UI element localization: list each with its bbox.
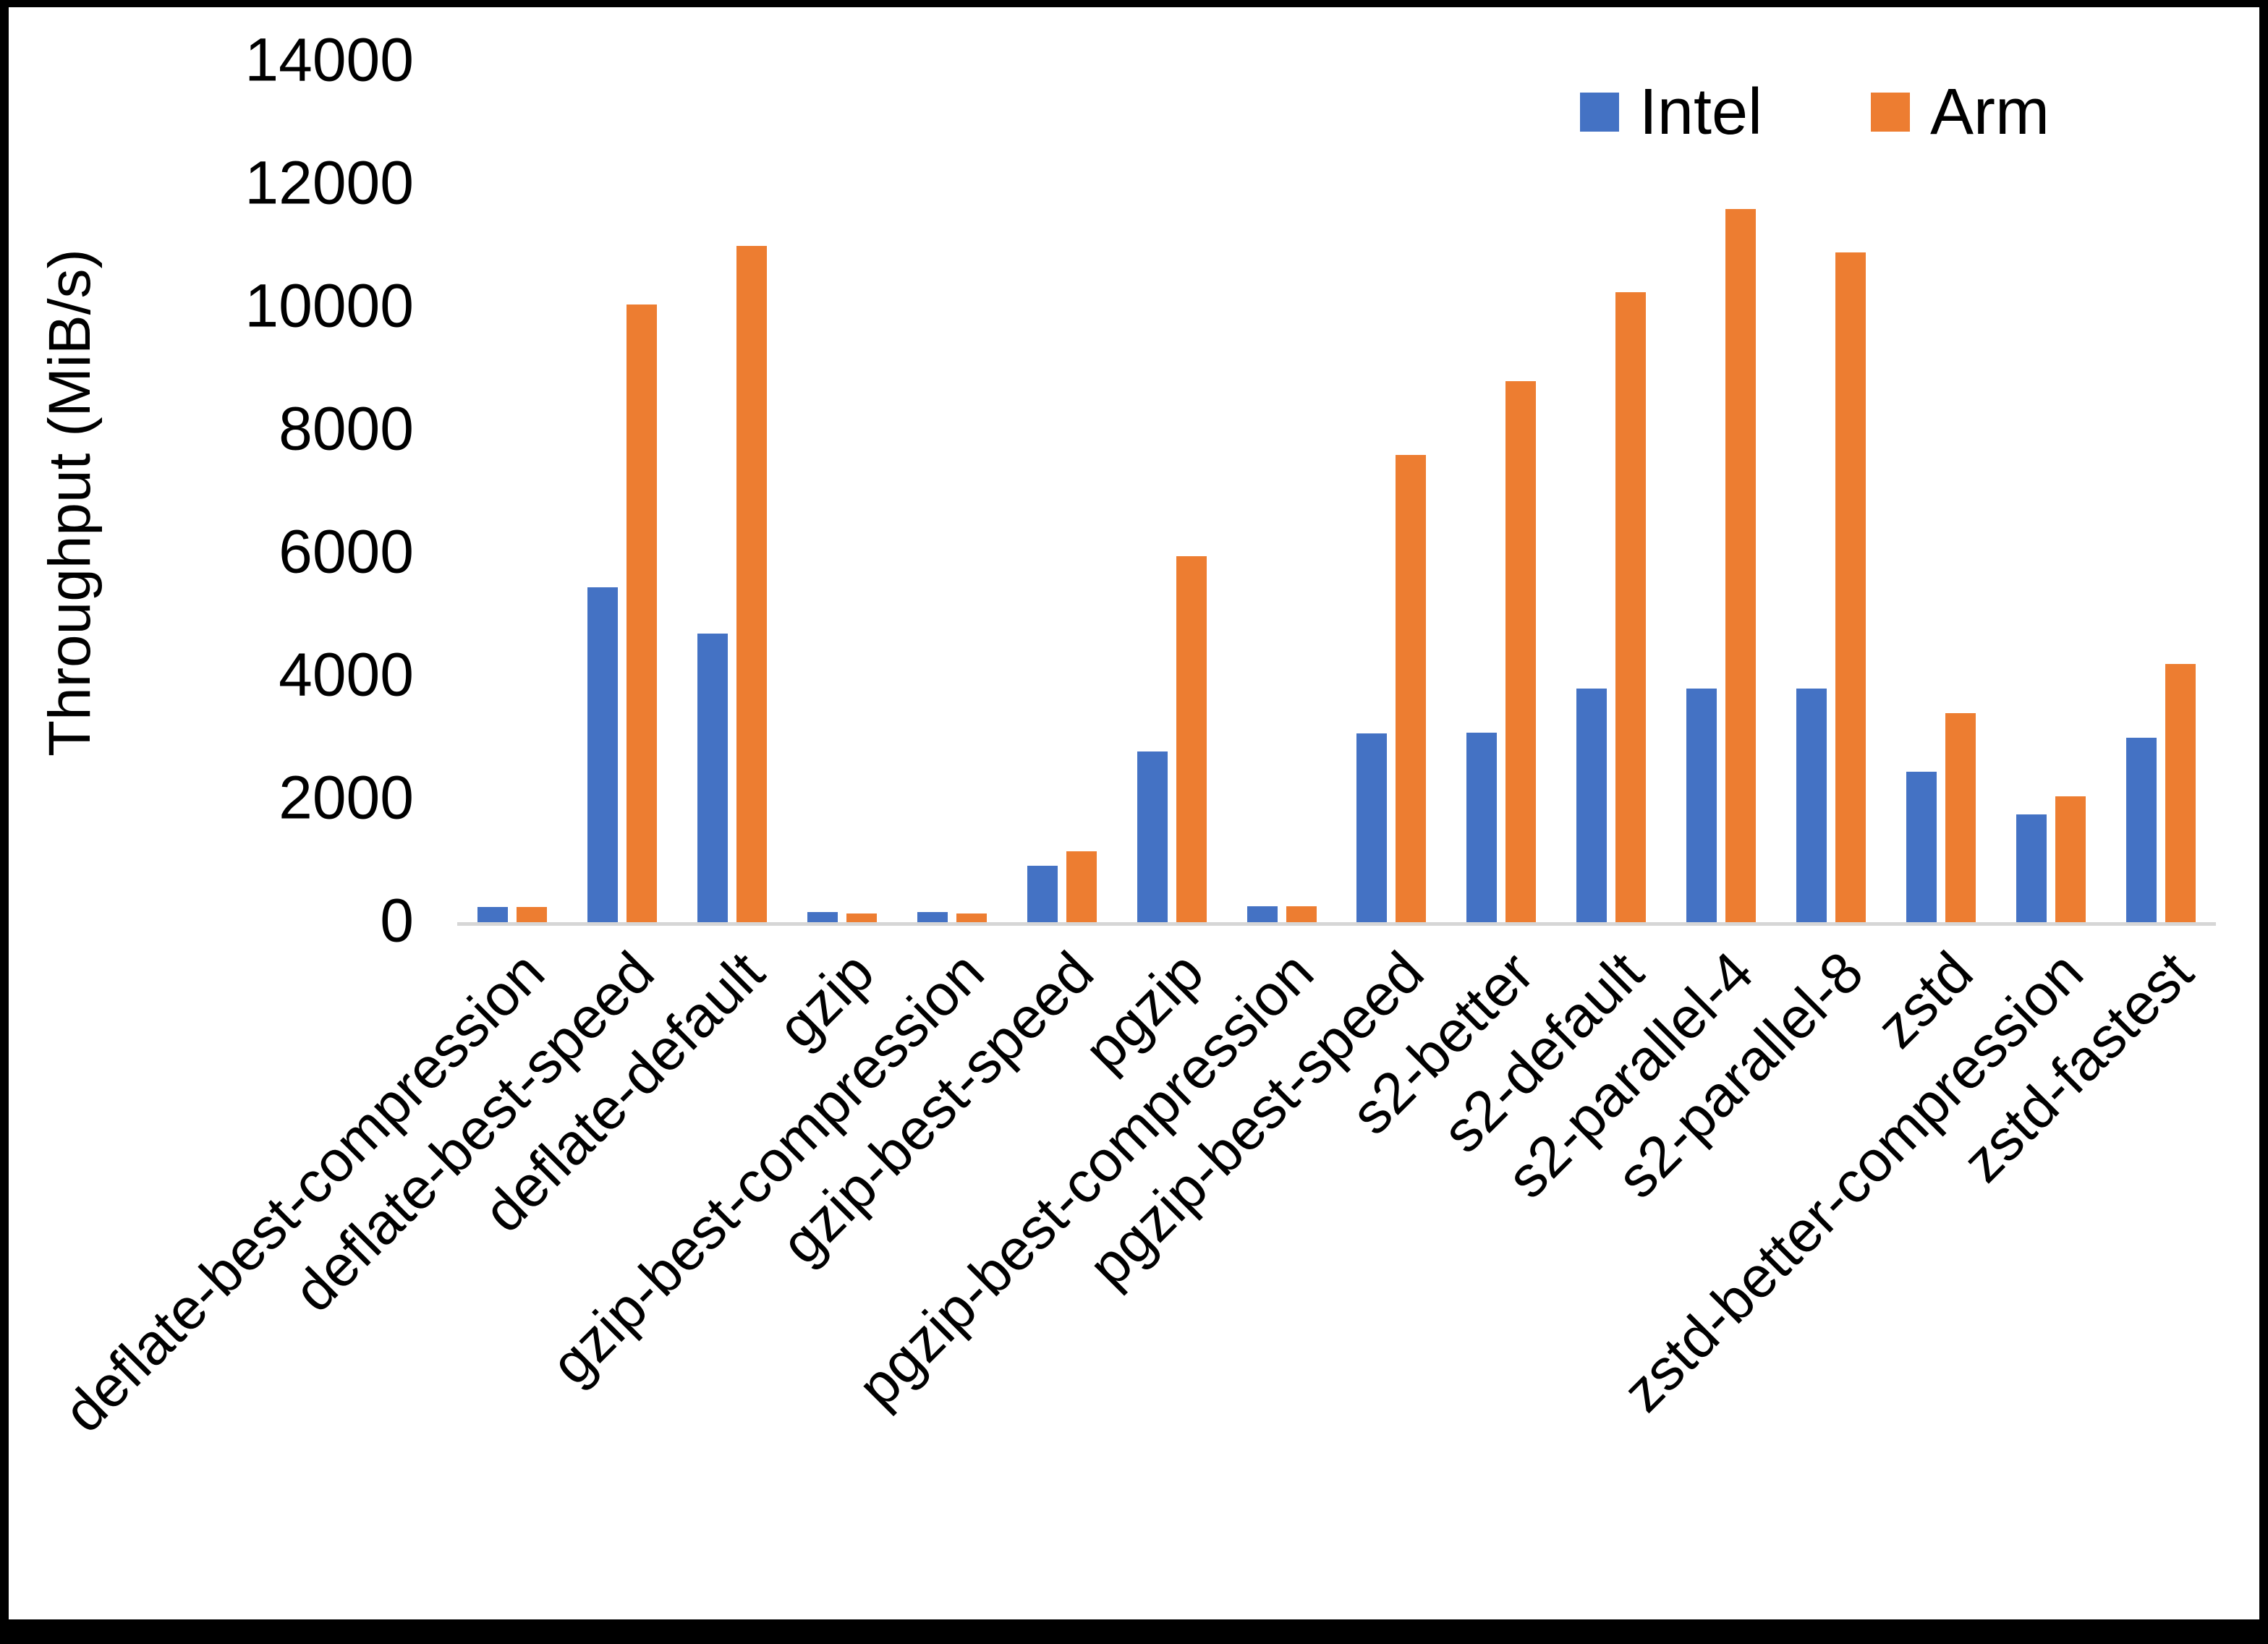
y-tick-label: 8000 <box>279 394 414 463</box>
legend-swatch-icon <box>1871 93 1911 132</box>
bar-intel-deflate-best-compression <box>477 906 508 922</box>
bar-intel-s2-parallel-4 <box>1686 689 1717 922</box>
bar-group-pgzip-best-compression <box>1227 61 1337 922</box>
bar-arm-pgzip <box>1176 556 1207 922</box>
bar-group-gzip-best-compression <box>897 61 1007 922</box>
y-tick-label: 6000 <box>279 517 414 586</box>
bar-group-s2-parallel-8 <box>1776 61 1886 922</box>
bar-arm-deflate-best-compression <box>516 906 547 922</box>
bar-intel-gzip-best-compression <box>917 912 948 922</box>
y-tick-label: 14000 <box>245 25 414 94</box>
bar-arm-pgzip-best-compression <box>1286 906 1317 922</box>
bar-arm-deflate-default <box>736 246 767 922</box>
bar-arm-zstd-better-compression <box>2055 796 2086 922</box>
legend-item-intel: Intel <box>1579 76 1763 148</box>
bar-intel-gzip-best-speed <box>1027 865 1058 922</box>
legend-swatch-icon <box>1579 93 1619 132</box>
bar-arm-gzip-best-compression <box>956 913 987 922</box>
bar-group-pgzip-best-speed <box>1337 61 1447 922</box>
bar-arm-s2-better <box>1505 381 1537 922</box>
bar-arm-s2-parallel-8 <box>1835 252 1866 922</box>
chart-legend: Intel Arm <box>1579 76 2050 148</box>
bar-intel-zstd-better-compression <box>2016 814 2047 922</box>
bar-group-deflate-default <box>677 61 787 922</box>
y-tick-label: 0 <box>380 886 414 955</box>
bar-group-deflate-best-compression <box>457 61 567 922</box>
bar-arm-gzip <box>846 913 877 922</box>
bar-group-pgzip <box>1117 61 1227 922</box>
x-axis-category-labels: deflate-best-compression deflate-best-spe… <box>51 937 2216 1588</box>
y-axis-tick-labels: 14000 12000 10000 8000 6000 4000 2000 0 <box>9 26 414 955</box>
bar-arm-deflate-best-speed <box>626 304 657 922</box>
bar-intel-deflate-default <box>697 633 728 922</box>
bar-group-deflate-best-speed <box>567 61 677 922</box>
bar-arm-s2-default <box>1615 291 1647 922</box>
legend-label: Intel <box>1639 76 1763 148</box>
bar-intel-deflate-best-speed <box>587 587 618 922</box>
bar-chart: Throughput (MiB/s) 14000 12000 10000 8000 60… <box>9 7 2259 1619</box>
bar-arm-zstd <box>1945 713 1976 922</box>
bar-arm-gzip-best-speed <box>1066 851 1097 922</box>
y-tick-label: 4000 <box>279 640 414 709</box>
bar-group-zstd <box>1886 61 1996 922</box>
bars-container <box>457 61 2216 922</box>
x-label-cell: zstd-fastest <box>1950 937 2216 1588</box>
bar-intel-s2-parallel-8 <box>1796 689 1827 922</box>
bar-arm-zstd-fastest <box>2165 664 2196 922</box>
bar-intel-s2-better <box>1466 733 1498 922</box>
bar-group-gzip <box>787 61 897 922</box>
bar-group-gzip-best-speed <box>1007 61 1117 922</box>
bar-group-s2-better <box>1446 61 1556 922</box>
bar-intel-gzip <box>807 912 838 922</box>
bar-intel-pgzip <box>1137 751 1168 922</box>
legend-label: Arm <box>1930 76 2050 148</box>
bar-intel-zstd <box>1906 771 1937 922</box>
bar-group-zstd-fastest <box>2106 61 2216 922</box>
y-tick-label: 10000 <box>245 271 414 340</box>
bar-intel-s2-default <box>1576 689 1607 922</box>
bar-arm-s2-parallel-4 <box>1725 209 1757 922</box>
y-tick-label: 12000 <box>245 148 414 217</box>
bar-group-zstd-better-compression <box>1996 61 2106 922</box>
bar-intel-pgzip-best-speed <box>1356 733 1388 922</box>
y-tick-label: 2000 <box>279 763 414 832</box>
bar-group-s2-parallel-4 <box>1666 61 1776 922</box>
plot-area <box>457 61 2216 926</box>
bar-arm-pgzip-best-speed <box>1396 455 1427 922</box>
bar-intel-pgzip-best-compression <box>1246 906 1278 922</box>
bar-group-s2-default <box>1556 61 1666 922</box>
legend-item-arm: Arm <box>1871 80 2050 145</box>
bar-intel-zstd-fastest <box>2126 738 2157 922</box>
